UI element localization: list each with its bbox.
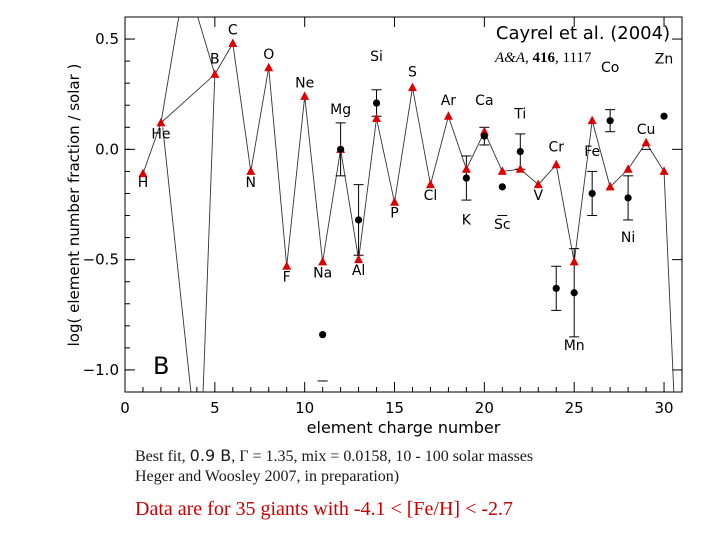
x-tick-label: 20 bbox=[475, 399, 494, 417]
model-triangle bbox=[425, 179, 435, 189]
observed-point bbox=[570, 289, 578, 297]
model-triangle bbox=[551, 159, 561, 169]
x-axis-title: element charge number bbox=[307, 418, 501, 437]
model-triangle bbox=[479, 126, 489, 136]
caption-line1-pre: Best fit, bbox=[135, 448, 190, 465]
model-triangle bbox=[461, 164, 471, 173]
model-triangle bbox=[300, 91, 310, 100]
model-triangle bbox=[497, 166, 507, 175]
observed-point bbox=[588, 189, 596, 198]
caption-line-1: Best fit, 0.9 B, Γ = 1.35, mix = 0.0158,… bbox=[135, 446, 533, 466]
x-tick-label: 30 bbox=[654, 399, 673, 417]
observed-point bbox=[624, 194, 632, 202]
x-tick-label: 15 bbox=[385, 399, 404, 417]
model-triangle bbox=[372, 113, 382, 122]
model-triangle bbox=[515, 164, 525, 173]
model-triangle bbox=[623, 164, 633, 173]
y-axis-title: log( element number fraction / solar ) bbox=[65, 64, 83, 347]
x-tick-label: 10 bbox=[295, 399, 314, 417]
observed-point bbox=[498, 183, 506, 191]
observed-point bbox=[354, 216, 363, 224]
element-label: H bbox=[138, 175, 149, 191]
caption-line1-post: , Γ = 1.35, mix = 0.0158, 10 - 100 solar… bbox=[231, 448, 534, 465]
observed-point bbox=[372, 99, 381, 107]
observed-point bbox=[660, 112, 668, 120]
element-label: Ti bbox=[513, 106, 526, 122]
chart-reference: A&A, 416, 1117 bbox=[494, 50, 592, 66]
model-triangle bbox=[282, 261, 292, 270]
model-line-be-excursion bbox=[162, 74, 216, 392]
model-triangle bbox=[390, 197, 400, 206]
element-label: Mn bbox=[564, 338, 585, 354]
element-label: Ar bbox=[441, 93, 457, 109]
element-label: Ca bbox=[475, 93, 493, 109]
model-triangle bbox=[264, 62, 274, 72]
y-tick-label: 0.5 bbox=[95, 30, 119, 48]
element-label: C bbox=[228, 23, 238, 39]
model-triangle bbox=[605, 181, 615, 191]
observed-point bbox=[319, 331, 327, 339]
element-label: Cu bbox=[637, 122, 656, 138]
plot-frame bbox=[124, 16, 683, 393]
observed-point bbox=[462, 174, 470, 182]
x-tick-label: 25 bbox=[565, 399, 584, 417]
model-triangle bbox=[587, 115, 597, 125]
element-label: B bbox=[210, 51, 220, 67]
element-label: K bbox=[462, 212, 472, 228]
model-triangle bbox=[318, 256, 328, 266]
element-label: Sc bbox=[494, 217, 511, 233]
element-label: Na bbox=[313, 265, 332, 281]
y-tick-label: 0.0 bbox=[95, 140, 119, 158]
observed-point bbox=[552, 284, 560, 292]
element-label: Zn bbox=[655, 51, 673, 67]
panel-label: B bbox=[153, 352, 169, 380]
observed-point bbox=[337, 145, 345, 153]
model-triangle bbox=[443, 111, 453, 120]
caption-line1-sans: 0.9 B bbox=[189, 446, 232, 465]
sample-note: Data are for 35 giants with -4.1 < [Fe/H… bbox=[135, 498, 514, 520]
model-triangle bbox=[354, 254, 364, 264]
element-label: Al bbox=[352, 263, 365, 279]
model-triangle bbox=[533, 179, 543, 189]
element-label: O bbox=[263, 47, 274, 63]
model-triangle bbox=[659, 166, 669, 175]
element-label: He bbox=[151, 126, 170, 142]
caption-line-2: Heger and Woosley 2007, in preparation) bbox=[135, 468, 400, 485]
element-label: P bbox=[390, 206, 398, 222]
model-triangle bbox=[641, 137, 651, 147]
element-label: Ne bbox=[295, 76, 314, 92]
model-line-tail bbox=[663, 171, 675, 392]
y-tick-label: −1.0 bbox=[83, 361, 119, 379]
model-line-li-excursion bbox=[160, 17, 216, 123]
element-label: Fe bbox=[584, 144, 600, 160]
element-label: V bbox=[533, 188, 543, 204]
observed-point bbox=[480, 132, 488, 140]
x-tick-label: 0 bbox=[120, 399, 130, 417]
y-tick-label: −0.5 bbox=[83, 251, 119, 269]
x-tick-label: 5 bbox=[210, 399, 220, 417]
model-triangle bbox=[569, 256, 579, 266]
model-triangle bbox=[228, 38, 238, 47]
element-label: Ni bbox=[621, 230, 635, 246]
observed-point bbox=[606, 117, 614, 125]
element-label: N bbox=[246, 175, 256, 191]
element-label: Mg bbox=[330, 102, 351, 118]
element-label: Si bbox=[370, 49, 383, 65]
model-triangle bbox=[246, 166, 256, 175]
element-label: Cl bbox=[424, 188, 438, 204]
element-label: S bbox=[408, 65, 417, 81]
model-triangle bbox=[210, 69, 220, 78]
yield-chart: 0 5 10 15 20 25 30 0.5 0.0 −0.5 −1.0 element charge… bbox=[65, 16, 683, 437]
element-label: Co bbox=[601, 60, 619, 76]
element-label: F bbox=[283, 270, 291, 286]
chart-title: Cayrel et al. (2004) bbox=[496, 23, 670, 44]
element-label: Cr bbox=[548, 140, 564, 156]
observed-point bbox=[516, 147, 524, 156]
model-triangle bbox=[138, 168, 148, 178]
model-triangle bbox=[156, 117, 166, 127]
model-triangle bbox=[407, 82, 417, 92]
